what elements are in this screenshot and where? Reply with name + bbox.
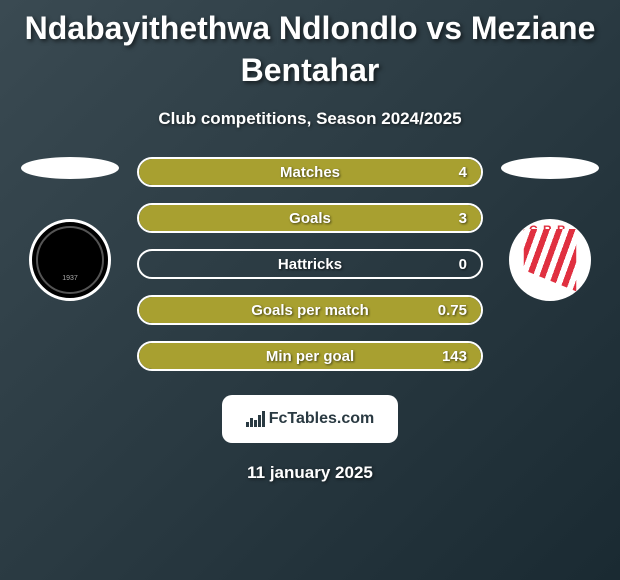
stat-bar-goals: Goals 3	[137, 203, 483, 233]
right-club-stripes	[509, 219, 591, 301]
left-club-badge: 1937	[29, 219, 111, 301]
stat-label: Goals per match	[251, 302, 369, 319]
bar-chart-icon	[246, 411, 265, 427]
stat-label: Hattricks	[278, 256, 342, 273]
date-text: 11 january 2025	[247, 463, 373, 483]
stats-col: Matches 4 Goals 3 Hattricks 0 Goals per …	[137, 157, 483, 371]
right-club-badge: C.R.B.	[509, 219, 591, 301]
stat-bar-hattricks: Hattricks 0	[137, 249, 483, 279]
stat-label: Goals	[289, 210, 331, 227]
left-player-col: 1937	[21, 157, 119, 301]
left-club-year: 1937	[62, 275, 78, 282]
fctables-logo[interactable]: FcTables.com	[222, 395, 398, 443]
subtitle: Club competitions, Season 2024/2025	[158, 109, 461, 129]
stat-value: 143	[442, 348, 467, 365]
stat-bar-goals-per-match: Goals per match 0.75	[137, 295, 483, 325]
stat-value: 3	[459, 210, 467, 227]
stat-label: Matches	[280, 164, 340, 181]
right-player-col: C.R.B.	[501, 157, 599, 301]
logo-text: FcTables.com	[269, 410, 375, 428]
comparison-card: Ndabayithethwa Ndlondlo vs Meziane Benta…	[0, 0, 620, 580]
right-player-ellipse	[501, 157, 599, 179]
stat-value: 4	[459, 164, 467, 181]
stat-value: 0.75	[438, 302, 467, 319]
main-row: 1937 Matches 4 Goals 3 Hattricks 0 Goals	[0, 157, 620, 371]
stat-label: Min per goal	[266, 348, 354, 365]
left-player-ellipse	[21, 157, 119, 179]
stat-bar-matches: Matches 4	[137, 157, 483, 187]
page-title: Ndabayithethwa Ndlondlo vs Meziane Benta…	[0, 8, 620, 91]
stat-value: 0	[459, 256, 467, 273]
stat-bar-min-per-goal: Min per goal 143	[137, 341, 483, 371]
